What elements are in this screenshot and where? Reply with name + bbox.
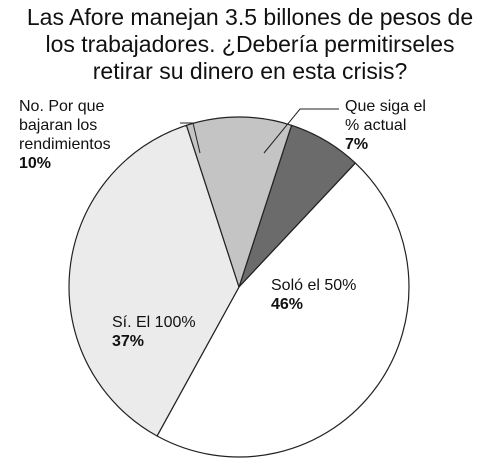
chart-title-line: Las Afore manejan 3.5 billones de pesos … [26, 4, 474, 30]
chart-title: Las Afore manejan 3.5 billones de pesos … [0, 4, 500, 85]
slice-label-text: rendimientos [19, 136, 111, 153]
leader-line-que-siga [263, 108, 339, 154]
slice-label-solo-50: Soló el 50% 46% [271, 276, 356, 314]
slice-value-label: 10% [19, 155, 52, 172]
slice-label-text: Sí. El 100% [112, 314, 196, 331]
slice-label-que-siga: Que siga el % actual 7% [345, 97, 426, 154]
slice-label-no: No. Por que bajaran los rendimientos 10% [19, 97, 111, 173]
leader-line-no [180, 122, 201, 154]
slice-label-text: Que siga el [345, 98, 426, 115]
slice-label-text: bajaran los [19, 117, 98, 134]
slice-label-text: Soló el 50% [271, 277, 357, 294]
slice-label-text: % actual [345, 117, 407, 134]
slice-value-label: 37% [112, 333, 145, 350]
chart-title-line: retirar su dinero en esta crisis? [92, 58, 408, 84]
pie-slice-1 [156, 162, 410, 458]
chart-title-line: los trabajadores. ¿Debería permitirseles [45, 31, 455, 57]
slice-label-si-100: Sí. El 100% 37% [112, 313, 196, 351]
slice-value-label: 7% [345, 136, 369, 153]
slice-label-text: No. Por que [19, 98, 105, 115]
pie-slice-2 [68, 124, 240, 437]
slice-value-label: 46% [271, 296, 304, 313]
